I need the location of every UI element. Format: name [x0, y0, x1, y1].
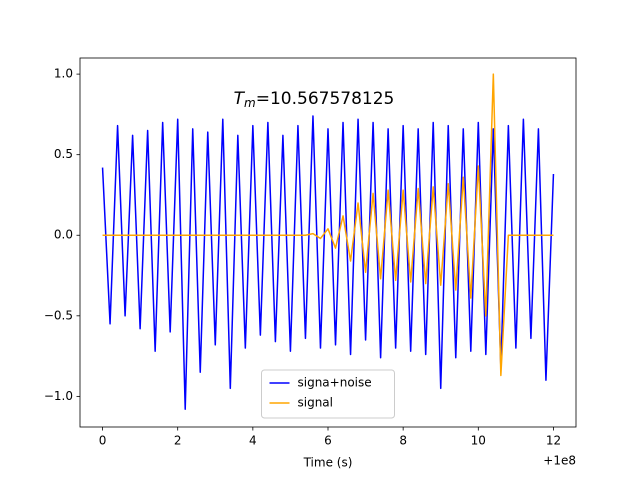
- plot-area: [101, 73, 555, 411]
- annotation-text: =10.567578125: [256, 89, 395, 109]
- y-tick-label: 1.0: [54, 67, 73, 81]
- annotation: Tm=10.567578125: [234, 89, 395, 110]
- y-tick-label: 0.0: [54, 228, 73, 242]
- x-tick-label: 8: [399, 434, 407, 448]
- annotation-symbol: T: [234, 89, 246, 109]
- y-tick-label: −0.5: [44, 308, 73, 322]
- x-tick-label: 0: [99, 434, 107, 448]
- x-tick-label: 2: [174, 434, 182, 448]
- x-offset-label: +1e8: [543, 454, 576, 468]
- annotation-subscript: m: [244, 96, 256, 110]
- x-tick-label: 10: [471, 434, 486, 448]
- x-axis-label: Time (s): [303, 456, 353, 470]
- x-tick-label: 6: [324, 434, 332, 448]
- legend-box: [261, 369, 395, 419]
- series-line: [102, 73, 554, 377]
- legend-label: signa+noise: [298, 376, 372, 390]
- y-tick-label: 0.5: [54, 147, 73, 161]
- legend-label: signal: [298, 396, 334, 410]
- x-tick-label: 4: [249, 434, 257, 448]
- series-line: [101, 115, 555, 411]
- x-tick-label: 12: [546, 434, 561, 448]
- y-tick-label: −1.0: [44, 389, 73, 403]
